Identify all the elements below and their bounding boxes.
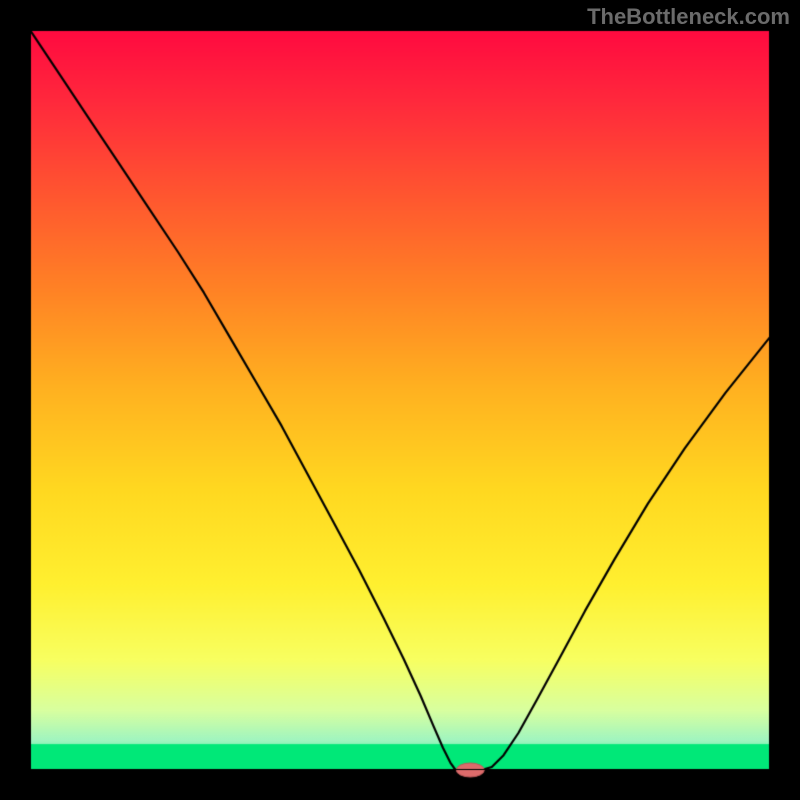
watermark-text: TheBottleneck.com xyxy=(587,4,790,30)
bottleneck-curve-chart xyxy=(0,0,800,800)
chart-stage: TheBottleneck.com xyxy=(0,0,800,800)
